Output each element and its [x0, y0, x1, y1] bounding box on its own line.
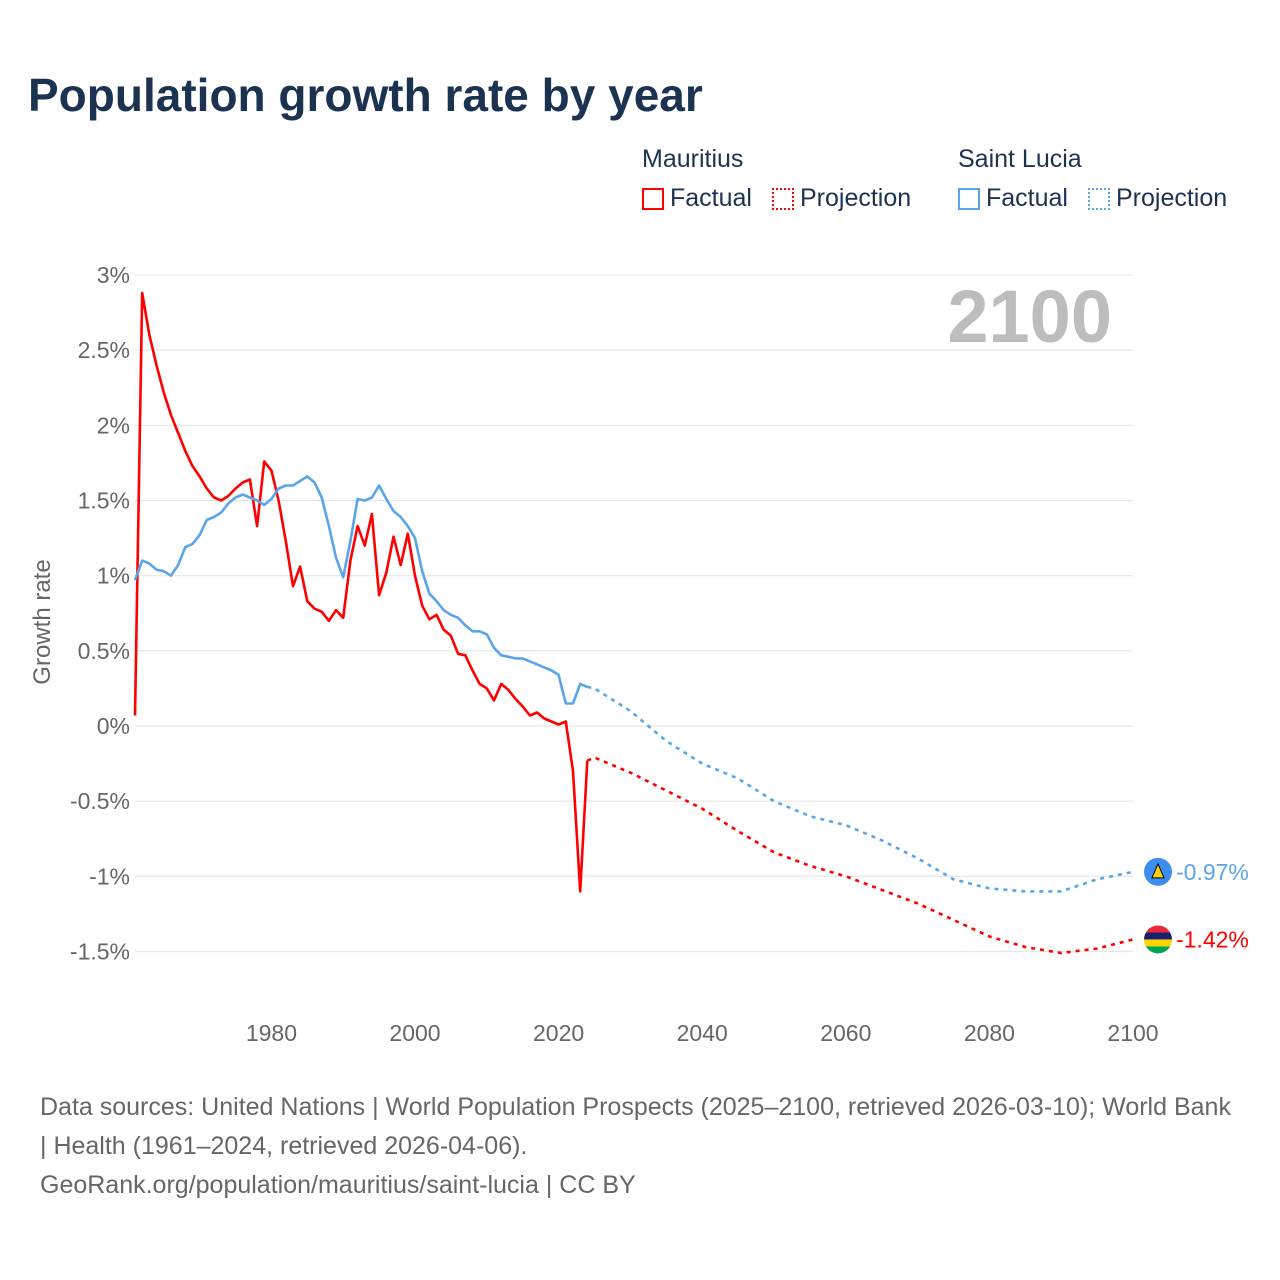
- legend-saint-lucia-factual[interactable]: Factual: [958, 184, 1068, 213]
- x-tick-label: 2000: [389, 1020, 440, 1046]
- mauritius-end-value: -1.42%: [1176, 926, 1249, 952]
- footer: Data sources: United Nations | World Pop…: [40, 1088, 1240, 1205]
- y-tick-label: 1%: [97, 563, 130, 589]
- legend-label: Projection: [799, 184, 912, 212]
- legend-label: Factual: [986, 184, 1068, 212]
- chart-title: Population growth rate by year: [28, 69, 703, 121]
- y-tick-label: -1%: [89, 863, 130, 889]
- flag-stripe: [1144, 932, 1172, 940]
- credit-link[interactable]: GeoRank.org/population/mauritius/saint-l…: [40, 1171, 636, 1199]
- legend-mauritius-factual[interactable]: Factual: [642, 184, 752, 213]
- flag-stripe: [1144, 939, 1172, 947]
- y-tick-label: -1.5%: [70, 939, 130, 965]
- x-tick-label: 1980: [246, 1020, 297, 1046]
- legend-label: Projection: [1115, 184, 1228, 212]
- legend-swatch-solid: [642, 187, 664, 210]
- x-tick-label: 2060: [820, 1020, 871, 1046]
- data-sources: Data sources: United Nations | World Pop…: [40, 1093, 1231, 1160]
- legend-group-name: Mauritius: [642, 145, 744, 173]
- y-tick-label: 3%: [97, 262, 130, 288]
- legend-saint-lucia-projection[interactable]: Projection: [1087, 184, 1228, 213]
- flag-stripe: [1144, 946, 1172, 954]
- y-tick-label: 0%: [97, 713, 130, 739]
- y-tick-label: 2%: [97, 412, 130, 438]
- flag-stripe: [1144, 925, 1172, 933]
- mauritius-projection-line: [586, 756, 1134, 955]
- year-watermark: 2100: [947, 275, 1112, 358]
- y-tick-label: 2.5%: [78, 337, 130, 363]
- legend-label: Factual: [670, 184, 752, 212]
- saint-lucia-factual-line: [133, 475, 588, 705]
- saint-lucia-end-value: -0.97%: [1176, 859, 1249, 885]
- x-tick-label: 2040: [677, 1020, 728, 1046]
- mauritius-factual-line: [133, 291, 589, 893]
- saint-lucia-projection-line: [587, 685, 1134, 893]
- mauritius-flag-icon: [1144, 925, 1172, 954]
- x-tick-label: 2080: [964, 1020, 1015, 1046]
- legend-swatch-dotted: [1087, 187, 1110, 210]
- legend-mauritius-projection[interactable]: Projection: [771, 184, 912, 213]
- flag-triangle-icon: [1151, 862, 1165, 879]
- x-tick-label: 2020: [533, 1020, 584, 1046]
- x-tick-label: 2100: [1107, 1020, 1158, 1046]
- y-tick-label: -0.5%: [70, 788, 130, 814]
- legend-swatch-dotted: [771, 187, 794, 210]
- legend-group-name: Saint Lucia: [958, 145, 1082, 173]
- legend-saint-lucia: Saint Lucia Factual Projection: [958, 145, 1241, 213]
- y-tick-label: 0.5%: [78, 638, 130, 664]
- y-axis-label: Growth rate: [29, 559, 56, 684]
- legend-swatch-solid: [958, 187, 980, 210]
- legend-mauritius: Mauritius Factual Projection: [642, 145, 925, 213]
- line-chart: 3% 2.5% 2% 1.5% 1% 0.5% 0% -0.5% -1% -1.5% 1980 200…: [29, 262, 1249, 1046]
- y-tick-label: 1.5%: [78, 488, 130, 514]
